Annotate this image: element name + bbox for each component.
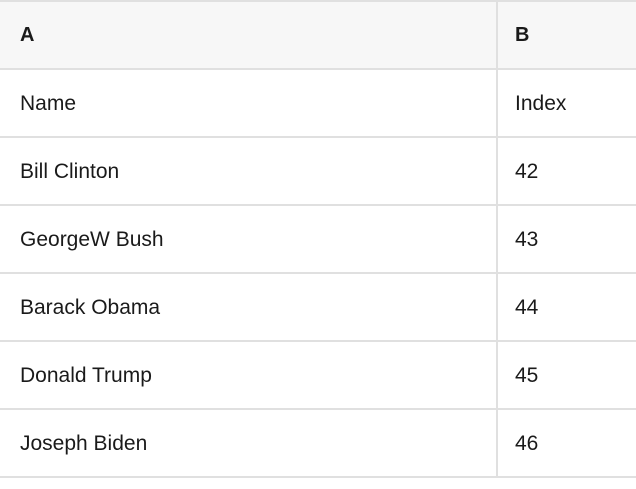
cell-name[interactable]: Name: [0, 69, 498, 138]
column-header-b[interactable]: B: [497, 1, 636, 70]
header-row: A B: [0, 1, 636, 70]
table-row: Joseph Biden 46: [0, 409, 636, 478]
cell-name[interactable]: Joseph Biden: [0, 409, 498, 478]
spreadsheet-table: A B Name Index Bill Clinton 42 GeorgeW B…: [0, 0, 636, 478]
column-header-a[interactable]: A: [0, 1, 498, 70]
cell-index[interactable]: 45: [497, 341, 636, 410]
cell-index[interactable]: 46: [497, 409, 636, 478]
cell-name[interactable]: Donald Trump: [0, 341, 498, 410]
cell-index[interactable]: 43: [497, 205, 636, 274]
table-row: Donald Trump 45: [0, 341, 636, 410]
cell-index[interactable]: Index: [497, 69, 636, 138]
table-row: Bill Clinton 42: [0, 137, 636, 206]
table-row: Name Index: [0, 69, 636, 138]
cell-name[interactable]: Bill Clinton: [0, 137, 498, 206]
cell-name[interactable]: GeorgeW Bush: [0, 205, 498, 274]
cell-index[interactable]: 44: [497, 273, 636, 342]
cell-name[interactable]: Barack Obama: [0, 273, 498, 342]
table-row: Barack Obama 44: [0, 273, 636, 342]
cell-index[interactable]: 42: [497, 137, 636, 206]
table-row: GeorgeW Bush 43: [0, 205, 636, 274]
